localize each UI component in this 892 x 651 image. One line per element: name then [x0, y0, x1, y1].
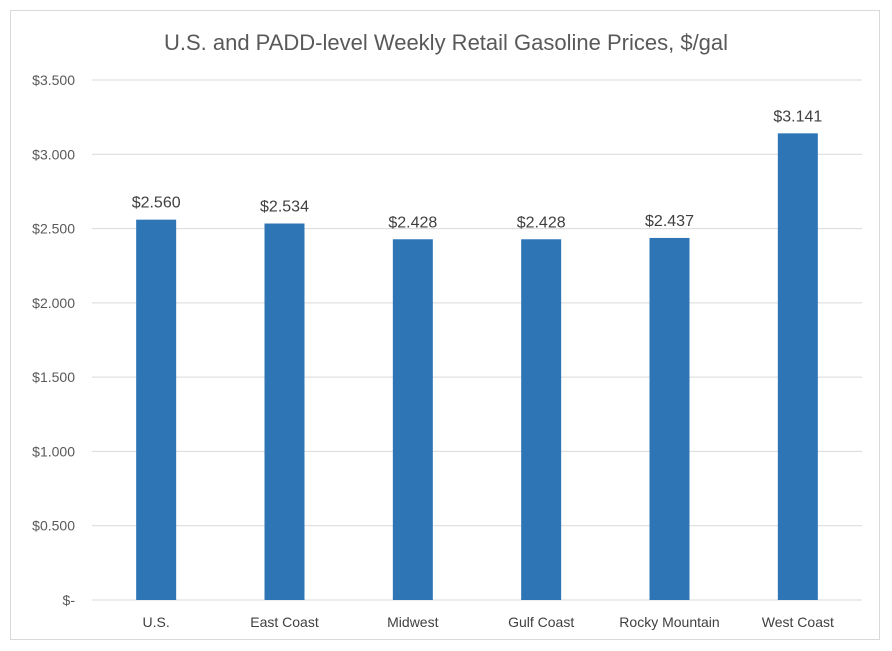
x-axis-categories: U.S. East Coast Midwest Gulf Coast Rocky Mou…: [143, 614, 834, 630]
chart-title: U.S. and PADD-level Weekly Retail Gasoli…: [164, 30, 728, 55]
bar: [264, 223, 305, 600]
y-tick-label: $1.500: [32, 369, 75, 385]
bar: [392, 239, 433, 601]
bar: [521, 239, 562, 601]
y-axis-ticks: $- $0.500 $1.000 $1.500 $2.000 $2.500 $3.000 $3…: [32, 72, 75, 608]
y-tick-label: $3.000: [32, 146, 75, 162]
data-labels: $2.560 $2.534 $2.428 $2.428 $2.437 $3.141: [132, 108, 823, 231]
y-tick-label: $-: [63, 592, 76, 608]
bar-value-label: $2.534: [260, 199, 309, 216]
bar-value-label: $2.428: [517, 214, 566, 231]
bar-value-label: $2.560: [132, 195, 181, 212]
y-tick-label: $2.000: [32, 295, 75, 311]
y-tick-label: $2.500: [32, 221, 75, 237]
x-category-label: Midwest: [387, 614, 438, 630]
bar-value-label: $3.141: [773, 108, 822, 125]
bar: [777, 133, 818, 600]
bar-value-label: $2.437: [645, 213, 694, 230]
y-tick-label: $1.000: [32, 443, 75, 459]
y-tick-label: $0.500: [32, 518, 75, 534]
bar: [136, 219, 177, 600]
x-category-label: East Coast: [250, 614, 319, 630]
bar-value-label: $2.428: [388, 214, 437, 231]
x-category-label: West Coast: [762, 614, 834, 630]
y-tick-label: $3.500: [32, 72, 75, 88]
bar: [649, 237, 690, 600]
x-category-label: U.S.: [143, 614, 170, 630]
x-category-label: Gulf Coast: [508, 614, 574, 630]
gridlines: [92, 79, 862, 601]
x-category-label: Rocky Mountain: [619, 614, 719, 630]
bars: [136, 133, 818, 601]
